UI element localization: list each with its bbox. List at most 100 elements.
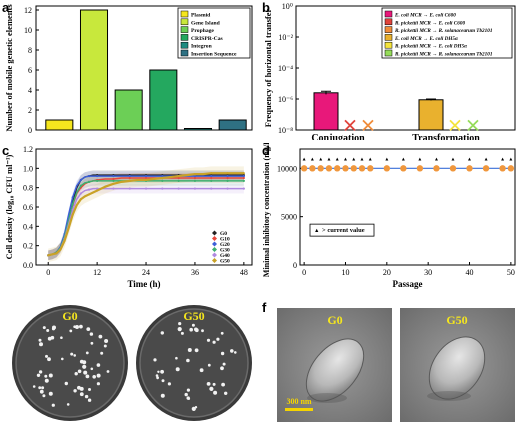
series-point xyxy=(161,176,164,180)
colony xyxy=(96,373,101,378)
series-point xyxy=(87,193,91,196)
series-point xyxy=(96,179,99,182)
colony xyxy=(75,325,79,329)
mic-flag: ▲ xyxy=(401,157,406,162)
series-point xyxy=(79,178,82,182)
legend-label: CRISPR-Cas xyxy=(191,36,224,42)
x-tick-label: 40 xyxy=(466,268,474,277)
chart-a-mobile-genetic-elements: 0 2 4 6 8 10 12 Number of mobile genetic elemen… xyxy=(4,4,253,135)
colony xyxy=(103,344,107,348)
colony xyxy=(213,390,218,395)
series-point xyxy=(128,179,131,182)
y-tick-label: 10 xyxy=(24,26,32,35)
colony xyxy=(216,337,220,341)
cross-marker xyxy=(449,119,461,131)
series-point xyxy=(79,184,82,187)
cross-marker xyxy=(344,119,356,131)
panel-label-c: c xyxy=(2,143,10,158)
colony xyxy=(157,370,160,373)
colony xyxy=(79,359,84,364)
legend-marker xyxy=(212,247,217,252)
colony xyxy=(66,403,70,406)
mic-point xyxy=(334,165,341,172)
colony xyxy=(220,366,224,371)
petri-dish-g0 xyxy=(12,305,128,421)
annotation-marker: ▲ xyxy=(314,228,319,234)
mic-point xyxy=(466,165,473,172)
series-point xyxy=(210,176,213,180)
legend-label: G40 xyxy=(220,253,230,259)
legend-label: G10 xyxy=(220,237,230,243)
colony xyxy=(160,393,165,398)
x-category-label: Conjugation xyxy=(311,133,365,140)
colony xyxy=(194,328,199,333)
legend-swatch xyxy=(180,34,189,41)
x-tick-label: 0 xyxy=(46,268,50,277)
colony xyxy=(194,348,199,353)
series-point xyxy=(242,187,245,190)
colony xyxy=(77,369,82,374)
series-point xyxy=(177,176,180,180)
series-point xyxy=(79,192,82,195)
x-tick-label: 50 xyxy=(507,268,515,277)
series-point xyxy=(144,178,148,182)
mic-point xyxy=(367,165,374,172)
series-point xyxy=(112,182,115,185)
y-axis-label: Minimal inhibitory concentration (mg/L) xyxy=(262,143,271,277)
x-axis-label: Time (h) xyxy=(127,279,160,289)
mic-point xyxy=(350,165,357,172)
series-point xyxy=(210,172,213,175)
mic-point xyxy=(325,165,333,172)
colony xyxy=(175,367,180,372)
mic-flag: ▲ xyxy=(335,157,340,162)
colony xyxy=(86,327,91,331)
colony xyxy=(51,327,56,331)
colony xyxy=(180,331,184,335)
dish-label-g50: G50 xyxy=(183,309,204,323)
x-tick-label: 48 xyxy=(240,268,248,277)
colony xyxy=(89,332,94,336)
series-point xyxy=(144,174,148,178)
mic-flag: ▲ xyxy=(484,157,489,162)
series-point xyxy=(128,174,131,178)
colony xyxy=(51,403,55,407)
legend-swatch xyxy=(180,26,189,33)
series-point xyxy=(55,252,58,255)
colony xyxy=(79,392,84,397)
colony xyxy=(39,389,44,394)
colony xyxy=(212,382,216,386)
colony xyxy=(38,370,43,374)
y-tick-label: 6 xyxy=(28,66,32,75)
colony xyxy=(234,351,237,354)
legend-marker xyxy=(212,252,217,258)
series-line xyxy=(48,175,244,257)
series-point xyxy=(71,208,74,211)
colony xyxy=(73,354,76,357)
legend-label: Prophage xyxy=(191,28,214,34)
series-point xyxy=(96,174,99,178)
legend-label: E. coli MCR → E. coli C600 xyxy=(394,13,456,19)
colony xyxy=(73,325,76,328)
colony xyxy=(220,331,224,335)
bar xyxy=(418,99,444,131)
y-tick-label: 0.2 xyxy=(23,242,33,251)
colony xyxy=(48,373,53,378)
y-tick-label: 1.2 xyxy=(23,145,33,154)
colony xyxy=(201,329,204,333)
colony xyxy=(222,362,226,366)
colony xyxy=(32,385,36,388)
legend-label: R. pickettii MCR → E. coli C600 xyxy=(395,20,465,26)
legend-swatch xyxy=(384,10,393,18)
series-point xyxy=(242,172,245,175)
colony xyxy=(44,378,49,383)
series-band xyxy=(48,170,244,261)
mic-point xyxy=(449,165,457,172)
axes-frame xyxy=(299,148,516,266)
mic-flag: ▲ xyxy=(508,157,513,162)
series-point xyxy=(63,239,66,242)
mic-point xyxy=(507,165,515,172)
sem-label-g0: G0 xyxy=(327,313,342,327)
colony xyxy=(100,351,104,355)
legend-swatch xyxy=(384,49,393,57)
legend-label: R. pickettii MCR → R. solanacearum Tb210… xyxy=(395,28,493,34)
